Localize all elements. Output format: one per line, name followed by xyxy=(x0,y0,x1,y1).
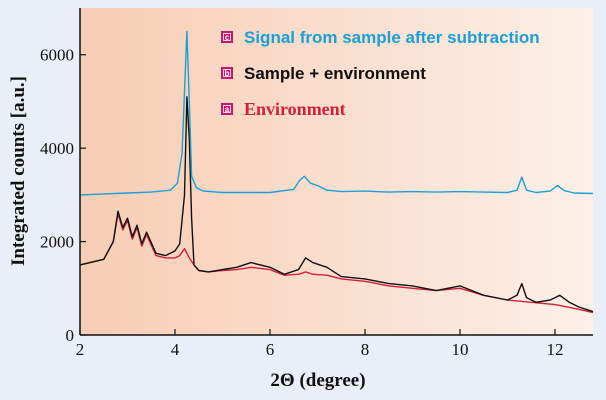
y-axis-title: Integrated counts [a.u.] xyxy=(8,76,29,266)
y-ticks: 0 2000 4000 6000 xyxy=(40,46,86,345)
y-tick-label: 0 xyxy=(66,326,75,345)
x-tick-label: 10 xyxy=(452,340,469,359)
legend-badge-frame xyxy=(223,105,231,113)
x-tick-label: 8 xyxy=(361,340,370,359)
series-layer xyxy=(79,30,594,314)
x-tick-label: 4 xyxy=(171,340,180,359)
legend-badge-letter: a xyxy=(225,105,230,114)
legend-badge-b xyxy=(221,67,233,79)
x-axis-title: 2Θ (degree) xyxy=(270,370,365,391)
legend-label-a: Environment xyxy=(244,99,346,119)
y-tick-label: 6000 xyxy=(40,46,74,65)
series-line-a xyxy=(79,212,594,314)
series-line-b xyxy=(79,96,594,313)
x-tick-label: 2 xyxy=(76,340,85,359)
legend: c Signal from sample after subtraction b Sa… xyxy=(221,28,540,119)
legend-badge-letter: c xyxy=(225,33,230,42)
series-line-c xyxy=(79,30,594,196)
plot-background xyxy=(80,8,593,335)
x-ticks: 2 4 6 8 10 12 xyxy=(76,329,564,359)
legend-badge-letter: b xyxy=(225,69,230,78)
legend-badge-a xyxy=(221,103,233,115)
y-tick-label: 4000 xyxy=(40,139,74,158)
legend-label-b: Sample + environment xyxy=(244,64,426,83)
x-tick-label: 6 xyxy=(266,340,275,359)
y-tick-label: 2000 xyxy=(40,233,74,252)
legend-label-c: Signal from sample after subtraction xyxy=(244,28,540,47)
legend-badge-frame xyxy=(223,33,231,41)
x-tick-label: 12 xyxy=(547,340,564,359)
legend-badge-c xyxy=(221,31,233,43)
legend-badge-frame xyxy=(223,69,231,77)
